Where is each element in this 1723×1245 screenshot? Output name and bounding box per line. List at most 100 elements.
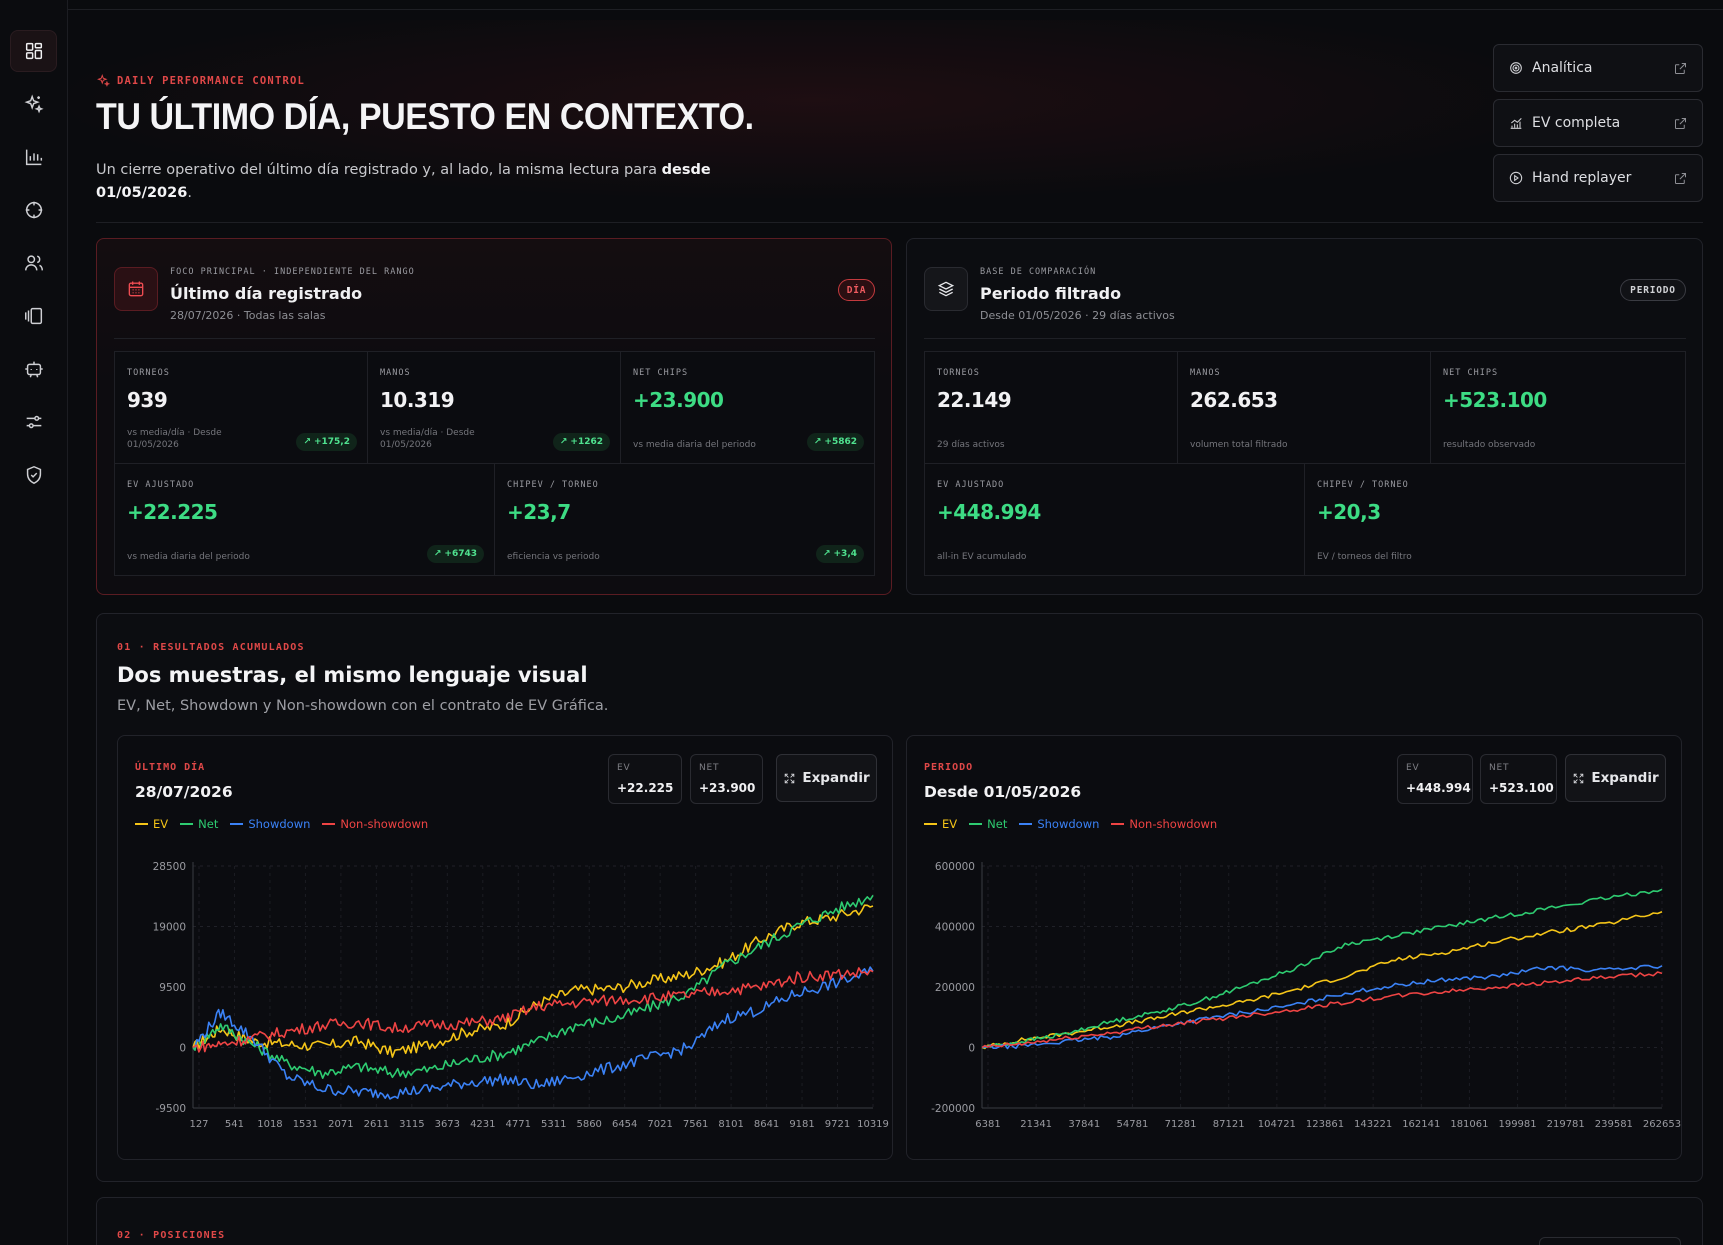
crosshair-icon [25, 201, 42, 219]
expand-button[interactable]: Expandir [776, 754, 877, 802]
metric-delta-badge: ↗ +3,4 [815, 545, 864, 563]
hand-replayer-label: Hand replayer [1532, 170, 1632, 186]
x-tick-label: 199981 [1498, 1119, 1536, 1130]
chart-eyebrow: PERIODO [924, 762, 974, 773]
analytics-link-button[interactable]: Analítica [1493, 44, 1703, 92]
x-tick-label: 239581 [1595, 1119, 1633, 1130]
metric-label: NET CHIPS [1443, 368, 1499, 378]
nav-hands[interactable] [10, 295, 57, 337]
nav-settings[interactable] [10, 401, 57, 443]
metric-delta: +3,4 [833, 549, 857, 559]
day-card: FOCO PRINCIPAL · INDEPENDIENTE DEL RANGO… [96, 238, 892, 595]
metric-delta: +1262 [570, 437, 603, 447]
arrow-up-right-icon: ↗ [303, 437, 311, 447]
bot-icon [24, 361, 43, 378]
nav-players[interactable] [10, 242, 57, 284]
external-link-icon [1675, 117, 1686, 129]
arrow-up-right-icon: ↗ [822, 549, 831, 559]
series-line-non-showdown [192, 967, 874, 1053]
legend-ev[interactable]: EV [135, 817, 168, 831]
positions-control[interactable] [1539, 1237, 1681, 1245]
sparkles-icon [97, 74, 111, 87]
day-card-divider [114, 338, 875, 339]
nav-stats[interactable] [10, 136, 57, 178]
x-tick-label: 162141 [1402, 1119, 1440, 1130]
net-stat-box: NET +23.900 [690, 754, 763, 804]
nav-assistant[interactable] [10, 348, 57, 390]
legend-net[interactable]: Net [180, 817, 218, 831]
expand-button[interactable]: Expandir [1565, 754, 1666, 802]
period-metric-chipev: CHIPEV / TORNEO +20,3 EV / torneos del f… [1304, 463, 1686, 576]
x-tick-label: 2611 [364, 1119, 389, 1130]
x-tick-label: 8641 [754, 1119, 779, 1130]
legend-net[interactable]: Net [969, 817, 1007, 831]
metric-label: CHIPEV / TORNEO [507, 480, 599, 490]
y-tick-label: 9500 [159, 982, 186, 994]
ev-complete-link-button[interactable]: EV completa [1493, 99, 1703, 147]
period-badge: PERIODO [1620, 279, 1686, 301]
series-line-non-showdown [981, 971, 1663, 1049]
hero-desc-date: desde 01/05/2026 [96, 162, 711, 201]
arrow-up-right-icon: ↗ [559, 437, 568, 447]
analytics-label: Analítica [1532, 60, 1593, 76]
period-card-kicker: BASE DE COMPARACIÓN [980, 267, 1097, 277]
metric-delta-badge: ↗ +5862 [806, 433, 864, 451]
hand-replayer-link-button[interactable]: Hand replayer [1493, 154, 1703, 202]
stat-label: NET [699, 763, 720, 773]
y-tick-label: 19000 [153, 922, 186, 934]
ev-stat-box: EV +448.994 [1397, 754, 1473, 804]
hero-desc-end: . [187, 185, 192, 201]
chart-title: 28/07/2026 [135, 783, 233, 801]
x-tick-label: 104721 [1258, 1119, 1296, 1130]
x-tick-label: 4771 [506, 1119, 531, 1130]
expand-icon [1574, 773, 1584, 783]
nav-security[interactable] [10, 454, 57, 496]
x-tick-label: 3673 [435, 1119, 460, 1130]
metric-label: EV AJUSTADO [937, 480, 1005, 490]
page-title: TU ÚLTIMO DÍA, PUESTO EN CONTEXTO. [96, 96, 754, 137]
x-tick-label: 2071 [328, 1119, 353, 1130]
expand-label: Expandir [802, 770, 870, 786]
legend-net-label: Net [987, 817, 1008, 831]
metric-label: NET CHIPS [633, 368, 689, 378]
x-tick-label: 7021 [647, 1119, 672, 1130]
y-tick-label: 600000 [935, 861, 975, 873]
metric-value: +23,7 [507, 500, 571, 524]
x-tick-label: 87121 [1213, 1119, 1245, 1130]
hero-divider [96, 222, 1703, 223]
sidebar [0, 0, 68, 1245]
stat-value: +23.900 [699, 781, 756, 795]
nav-insights[interactable] [10, 83, 57, 125]
chart-legend: EV Net Showdown Non-showdown [135, 817, 428, 831]
play-icon [1509, 171, 1523, 185]
ev-stat-box: EV +22.225 [608, 754, 682, 804]
x-tick-label: 541 [225, 1119, 244, 1130]
hero-glow [68, 20, 1723, 220]
metric-value: 939 [127, 388, 168, 412]
x-tick-label: 181061 [1450, 1119, 1488, 1130]
metric-label: MANOS [380, 368, 411, 378]
chart-eyebrow: ÚLTIMO DÍA [135, 762, 206, 773]
ev-complete-label: EV completa [1532, 115, 1621, 131]
legend-showdown[interactable]: Showdown [1019, 817, 1099, 831]
legend-net-label: Net [198, 817, 219, 831]
stat-label: EV [1406, 763, 1420, 773]
y-tick-label: -200000 [931, 1103, 975, 1115]
period-card-subtitle: Desde 01/05/2026 · 29 días activos [980, 309, 1175, 322]
legend-ev[interactable]: EV [924, 817, 957, 831]
metric-label: TORNEOS [937, 368, 980, 378]
nav-target[interactable] [10, 189, 57, 231]
legend-nonshowdown[interactable]: Non-showdown [1111, 817, 1217, 831]
section-subtitle: EV, Net, Showdown y Non-showdown con el … [117, 698, 609, 714]
x-tick-label: 37841 [1068, 1119, 1100, 1130]
y-tick-label: -9500 [155, 1103, 186, 1115]
day-card-kicker: FOCO PRINCIPAL · INDEPENDIENTE DEL RANGO [170, 267, 415, 277]
metric-note: all-in EV acumulado [937, 552, 1027, 562]
shield-icon [26, 465, 41, 485]
series-line-net [982, 888, 1663, 1049]
top-divider [68, 9, 1723, 10]
nav-dashboard[interactable] [10, 30, 57, 72]
legend-showdown[interactable]: Showdown [230, 817, 310, 831]
legend-nonshowdown[interactable]: Non-showdown [322, 817, 428, 831]
x-tick-label: 10319 [857, 1119, 889, 1130]
